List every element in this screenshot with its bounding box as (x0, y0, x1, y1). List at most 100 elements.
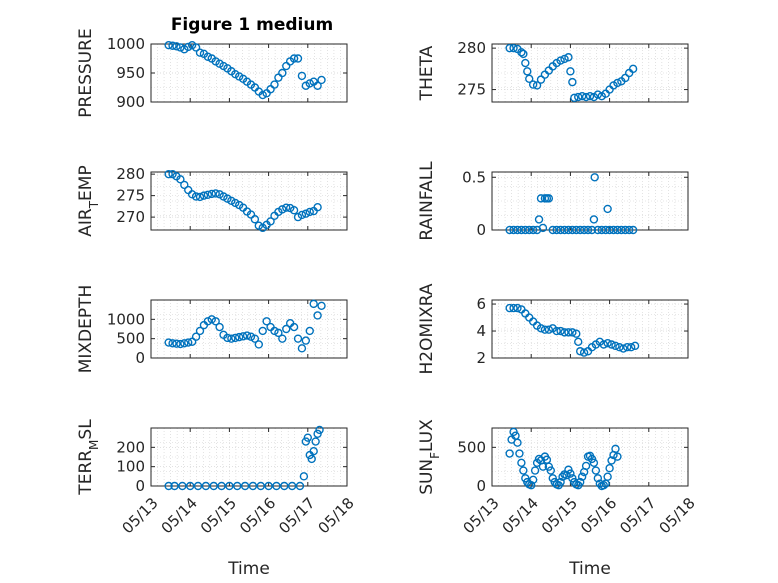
y-tick-label: 950 (116, 64, 145, 82)
data-point (258, 326, 267, 336)
data-point (311, 437, 320, 446)
y-tick-label: 1000 (107, 35, 145, 53)
x-tick-label: 05/17 (616, 494, 659, 537)
data-point (289, 322, 299, 332)
data-point (513, 438, 522, 447)
data-point (315, 425, 324, 435)
data-point (564, 225, 573, 235)
data-point (223, 333, 232, 343)
data-point (613, 452, 622, 461)
data-point (521, 58, 530, 68)
data-point (583, 225, 593, 235)
axes-box (491, 43, 689, 103)
data-point (593, 474, 603, 483)
data-point (274, 73, 283, 82)
subplot-air_temp: 270 275 280 AIRTEMP (76, 165, 348, 237)
y-tick-label: 0 (476, 221, 486, 239)
data-point (282, 324, 291, 334)
data-point (509, 225, 518, 235)
data-point (307, 454, 316, 464)
data-point (589, 215, 599, 224)
x-tick-label: 05/16 (236, 494, 279, 537)
data-point (211, 189, 220, 198)
y-axis-label: TERRMSL (76, 419, 101, 496)
data-point (576, 347, 585, 356)
data-point (603, 338, 612, 348)
data-point (560, 225, 569, 235)
data-point (297, 344, 307, 353)
y-axis-label: PRESSURE (76, 28, 96, 117)
data-point (615, 343, 624, 352)
data-point (505, 449, 514, 458)
y-axis-label: MIXDEPTH (76, 285, 96, 374)
data-point (628, 225, 638, 235)
data-point (264, 481, 273, 491)
data-point (313, 311, 322, 320)
data-point (231, 333, 240, 343)
x-tick-label: 05/13 (118, 494, 161, 537)
data-point (597, 225, 606, 235)
data-point (579, 348, 589, 357)
y-tick-label: 275 (116, 187, 145, 205)
data-point (289, 206, 299, 215)
y-tick-label: 6 (476, 295, 486, 313)
data-point (168, 339, 177, 348)
data-point (611, 341, 620, 351)
data-point (238, 332, 248, 341)
axes-box (491, 427, 689, 487)
data-point (577, 472, 587, 481)
data-point (591, 466, 601, 475)
y-tick-label: 0 (476, 477, 486, 495)
data-point (164, 338, 173, 347)
data-point (587, 225, 597, 235)
y-axis-label: SUNFLUX (417, 419, 442, 495)
data-point (317, 301, 326, 310)
data-point (534, 215, 544, 224)
data-point (564, 328, 573, 337)
data-point (517, 225, 526, 235)
data-point (576, 225, 585, 235)
axes-box (491, 171, 689, 231)
data-point (505, 225, 514, 235)
data-point (544, 66, 554, 75)
data-point (536, 324, 546, 333)
data-point (164, 40, 173, 50)
data-point (184, 42, 193, 52)
x-tick-label: 05/13 (459, 494, 502, 537)
data-point (581, 92, 591, 102)
data-point (299, 472, 309, 481)
y-tick-label: 0 (135, 349, 145, 367)
data-point (505, 303, 514, 313)
data-point (513, 303, 522, 313)
data-point (577, 91, 587, 101)
data-point (225, 481, 234, 491)
data-point (207, 315, 216, 324)
data-point (254, 340, 263, 349)
data-point (170, 481, 179, 491)
data-point (521, 225, 530, 235)
data-point (532, 81, 542, 90)
data-point (544, 194, 554, 203)
data-point (528, 80, 538, 89)
data-point (293, 334, 303, 343)
data-point (195, 192, 205, 202)
data-point (527, 481, 536, 490)
data-point (282, 203, 291, 212)
data-point (301, 209, 311, 218)
data-point (566, 67, 575, 76)
data-point (525, 313, 534, 322)
data-point (309, 299, 318, 309)
data-point (274, 328, 283, 338)
data-point (613, 78, 622, 88)
data-point (172, 339, 181, 348)
subplot-rainfall: 0 0.5 RAINFALL (417, 161, 689, 241)
data-point (301, 336, 311, 345)
subplot-pressure: 900 950 1000 PRESSURE (76, 28, 348, 118)
subplot-theta: 275 280 THETA (417, 39, 689, 103)
data-point (184, 338, 193, 347)
data-point (540, 325, 550, 334)
data-point (191, 332, 201, 341)
data-point (297, 71, 307, 81)
data-point (564, 53, 573, 62)
